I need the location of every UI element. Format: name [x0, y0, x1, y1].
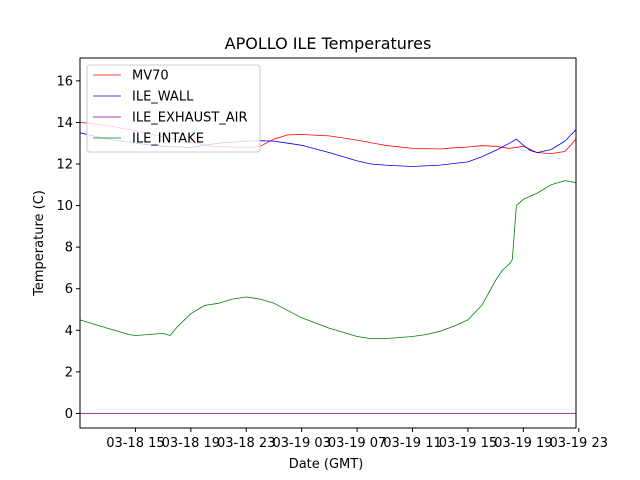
x-tick-label: 03-18 15 [106, 436, 164, 451]
legend-box [86, 64, 261, 153]
y-tick-label: 16 [56, 74, 73, 89]
y-axis-label: Temperature (C) [32, 190, 47, 297]
y-tick-label: 10 [56, 199, 73, 214]
legend-label: ILE_WALL [132, 90, 194, 105]
x-tick-label: 03-19 15 [439, 436, 497, 451]
x-tick-label: 03-19 07 [328, 436, 386, 451]
y-tick-label: 0 [65, 407, 73, 422]
plot-frame [79, 57, 577, 429]
y-tick-label: 14 [56, 116, 73, 131]
y-tick-label: 2 [65, 365, 73, 380]
x-tick-label: 03-19 03 [272, 436, 330, 451]
legend-label: MV70 [132, 69, 169, 84]
x-axis-label: Date (GMT) [289, 457, 364, 472]
chart-title: APOLLO ILE Temperatures [225, 34, 432, 53]
y-axis: 0 2 4 6 8 10 12 14 16 [56, 74, 80, 422]
legend: MV70 ILE_WALL ILE_EXHAUST_AIR ILE_INTAKE [86, 64, 261, 153]
x-tick-label: 03-18 19 [162, 436, 220, 451]
y-tick-label: 8 [65, 241, 73, 256]
plot-series [79, 122, 577, 414]
y-tick-label: 12 [56, 158, 73, 173]
y-tick-label: 6 [65, 282, 73, 297]
x-tick-label: 03-19 11 [383, 436, 441, 451]
legend-label: ILE_EXHAUST_AIR [132, 111, 248, 126]
x-tick-label: 03-19 23 [550, 436, 608, 451]
x-tick-label: 03-18 23 [217, 436, 275, 451]
legend-label: ILE_INTAKE [132, 132, 204, 147]
series-line-3 [79, 180, 577, 340]
x-tick-label: 03-19 19 [494, 436, 552, 451]
y-tick-label: 4 [65, 324, 73, 339]
